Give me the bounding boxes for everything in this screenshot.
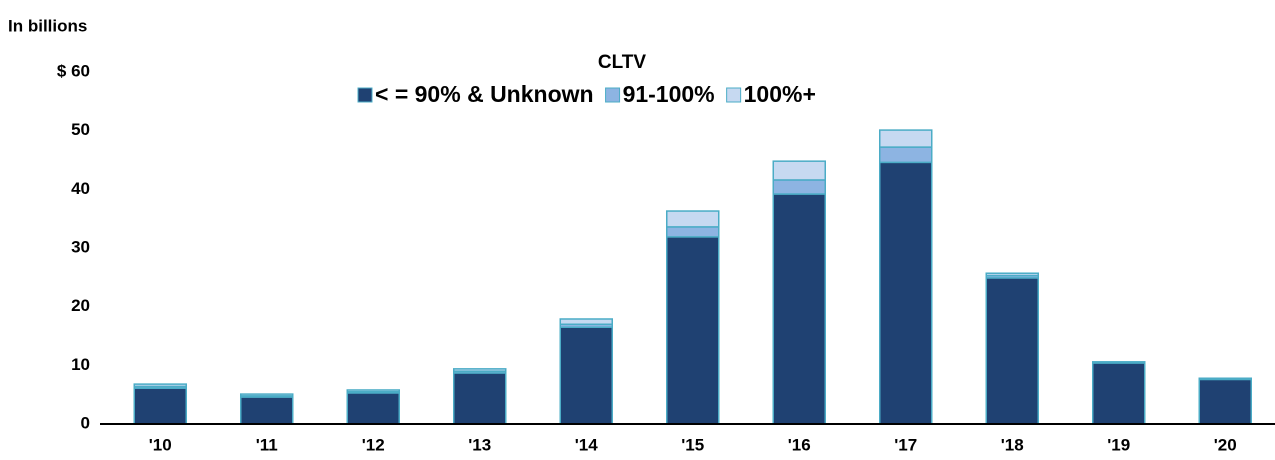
bar-segment (133, 383, 187, 388)
bar-segment (879, 129, 933, 148)
x-tick-label: '19 (1107, 435, 1130, 454)
legend-swatch (605, 87, 621, 103)
x-tick-label: '16 (788, 435, 811, 454)
bar-segment (1092, 361, 1146, 364)
x-tick-label: '10 (149, 435, 172, 454)
bar-segment (1198, 378, 1252, 425)
y-tick-label: 0 (81, 413, 90, 432)
y-tick-label: 50 (71, 120, 90, 139)
bar-segment (666, 210, 720, 228)
bar-segment (666, 236, 720, 425)
bar-segment (1092, 362, 1146, 425)
x-tick-label: '18 (1001, 435, 1024, 454)
y-tick-label: $ 60 (57, 61, 90, 80)
bar-segment (1198, 377, 1252, 380)
bar-segment (985, 272, 1039, 277)
y-tick-label: 20 (71, 296, 90, 315)
legend-swatch (726, 87, 742, 103)
legend-label: 91-100% (623, 81, 715, 107)
legend-label: < = 90% & Unknown (375, 81, 594, 107)
y-tick-label: 40 (71, 179, 90, 198)
x-tick-label: '11 (256, 435, 278, 454)
x-tick-label: '20 (1214, 435, 1237, 454)
bar-segment (772, 160, 826, 181)
legend-swatch (357, 87, 373, 103)
y-tick-label: 30 (71, 237, 90, 256)
bar-segment (346, 389, 400, 393)
bar-segment (559, 326, 613, 425)
bar-segment (985, 277, 1039, 425)
bar-segment (133, 387, 187, 425)
x-tick-label: '13 (468, 435, 491, 454)
bar-segment (879, 146, 933, 164)
legend-title: CLTV (598, 52, 647, 73)
x-tick-label: '12 (362, 435, 385, 454)
x-tick-label: '14 (575, 435, 598, 454)
bar-segment (453, 372, 507, 425)
x-tick-label: '17 (894, 435, 917, 454)
y-tick-label: 10 (71, 355, 90, 374)
x-tick-label: '15 (681, 435, 704, 454)
bar-segment (559, 318, 613, 326)
bar-segment (879, 161, 933, 425)
bar-segment (666, 226, 720, 238)
bar-segment (453, 368, 507, 372)
bar-segment (240, 396, 294, 425)
bar-segment (772, 179, 826, 195)
bar-segment (772, 193, 826, 425)
bar-segment (240, 393, 294, 397)
y-axis-label: In billions (8, 16, 87, 35)
legend-label: 100%+ (744, 81, 816, 107)
bar-segment (346, 392, 400, 425)
